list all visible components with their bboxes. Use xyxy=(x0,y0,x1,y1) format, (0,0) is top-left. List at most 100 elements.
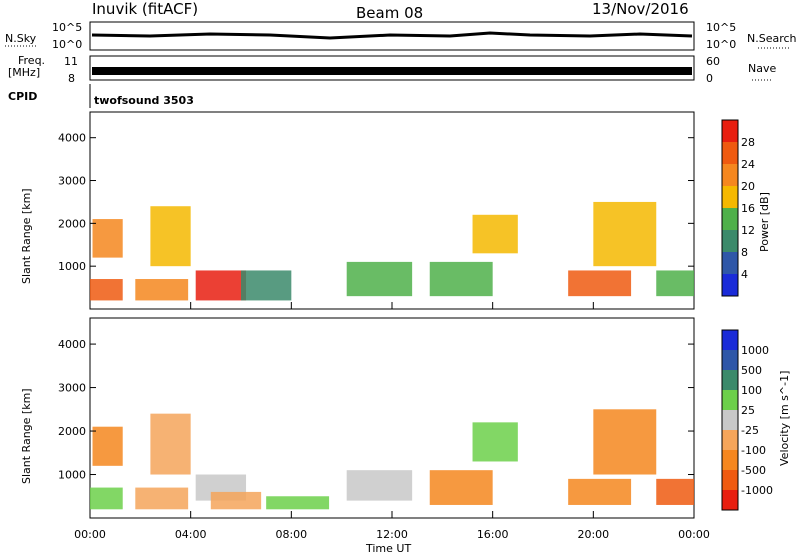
echo-region-1 xyxy=(92,219,123,258)
nsearch-label: N.Search xyxy=(747,32,797,45)
y-tick-label-1000: 1000 xyxy=(58,260,86,273)
station-title: Inuvik (fitACF) xyxy=(92,0,198,18)
colorbar-tick-3: 25 xyxy=(741,404,755,417)
colorbar-swatch-8 xyxy=(722,330,738,350)
colorbar-tick-0: 1000 xyxy=(741,344,769,357)
y-tick-label-2000: 2000 xyxy=(58,425,86,438)
time-axis-ticks: 00:00 04:00 08:00 12:00 16:00 20:00 00:00 xyxy=(74,302,710,541)
freq-unit: [MHz] xyxy=(8,66,40,79)
power-colorbar: 28 24 20 16 12 8 4 xyxy=(721,119,755,297)
colorbar-swatch-0 xyxy=(722,490,738,510)
colorbar-tick-4: -25 xyxy=(741,424,759,437)
echo-region-0 xyxy=(90,279,123,301)
colorbar-tick-1: 24 xyxy=(741,158,755,171)
power-panel-marks xyxy=(90,201,694,301)
y-tick-label-2000: 2000 xyxy=(58,217,86,230)
velocity-panel-marks xyxy=(90,409,694,510)
colorbar-tick-5: 8 xyxy=(741,246,748,259)
colorbar-swatch-5 xyxy=(722,164,738,186)
nave-tick-high: 60 xyxy=(706,55,720,68)
cpid-label: CPID xyxy=(8,90,37,103)
colorbar-swatch-1 xyxy=(722,252,738,274)
time-tick-label-3: 12:00 xyxy=(376,528,408,541)
colorbar-swatch-2 xyxy=(722,450,738,470)
velocity-colorbar: 1000 500 100 25 -25 -100 -500 -1000 xyxy=(721,329,773,511)
echo-region-3 xyxy=(150,206,191,267)
echo-region-12 xyxy=(656,478,694,505)
echo-region-10 xyxy=(568,478,632,505)
y-tick-label-3000: 3000 xyxy=(58,382,86,395)
echo-region-4 xyxy=(195,270,247,301)
time-tick-label-6: 00:00 xyxy=(678,528,710,541)
echo-region-8 xyxy=(429,470,493,505)
colorbar-tick-7: -1000 xyxy=(741,484,773,497)
nsky-tick-high: 10^5 xyxy=(52,21,82,34)
colorbar-frame xyxy=(721,119,739,297)
colorbar-tick-5: -100 xyxy=(741,444,766,457)
colorbar-swatch-3 xyxy=(722,430,738,450)
velocity-y-ticks: 1000 2000 3000 4000 xyxy=(58,338,694,482)
colorbar-tick-6: -500 xyxy=(741,464,766,477)
freq-tick-low: 8 xyxy=(68,72,75,85)
echo-region-6 xyxy=(266,496,330,510)
colorbar-swatch-1 xyxy=(722,470,738,490)
echo-region-1 xyxy=(92,426,123,466)
power-y-axis-label: Slant Range [km] xyxy=(20,188,33,284)
colorbar-swatch-4 xyxy=(722,410,738,430)
colorbar-swatch-6 xyxy=(722,370,738,390)
colorbar-tick-0: 28 xyxy=(741,136,755,149)
colorbar-tick-2: 20 xyxy=(741,180,755,193)
y-tick-label-4000: 4000 xyxy=(58,132,86,145)
colorbar-swatch-6 xyxy=(722,142,738,164)
power-y-ticks: 1000 2000 3000 4000 xyxy=(58,132,694,273)
freq-trace xyxy=(92,67,692,75)
colorbar-swatch-5 xyxy=(722,390,738,410)
colorbar-swatch-3 xyxy=(722,208,738,230)
echo-region-6 xyxy=(346,261,413,297)
freq-tick-high: 11 xyxy=(64,55,78,68)
nsearch-tick-low: 10^0 xyxy=(706,38,736,51)
beam-title: Beam 08 xyxy=(356,4,423,22)
velocity-y-axis-label: Slant Range [km] xyxy=(20,388,33,484)
colorbar-tick-4: 12 xyxy=(741,224,755,237)
freq-panel-frame xyxy=(89,55,695,81)
nsky-label: N.Sky xyxy=(5,32,37,45)
echo-region-11 xyxy=(656,270,694,297)
nsky-tick-low: 10^0 xyxy=(52,38,82,51)
colorbar-swatch-7 xyxy=(722,120,738,142)
power-colorbar-label: Power [dB] xyxy=(758,192,771,252)
echo-region-3 xyxy=(150,413,191,475)
echo-region-5 xyxy=(210,491,262,510)
echo-region-7 xyxy=(429,261,493,297)
velocity-colorbar-label: Velocity [m s^-1] xyxy=(778,371,791,466)
y-tick-label-4000: 4000 xyxy=(58,338,86,351)
colorbar-swatch-7 xyxy=(722,350,738,370)
echo-region-5 xyxy=(241,270,292,301)
time-tick-label-2: 08:00 xyxy=(275,528,307,541)
echo-region-9 xyxy=(568,270,632,297)
echo-region-10 xyxy=(593,201,657,267)
y-tick-label-3000: 3000 xyxy=(58,175,86,188)
echo-region-2 xyxy=(135,487,189,510)
y-tick-label-1000: 1000 xyxy=(58,469,86,482)
time-axis-label: Time UT xyxy=(365,542,411,554)
nave-label: Nave xyxy=(748,62,776,75)
colorbar-tick-1: 500 xyxy=(741,364,762,377)
time-tick-label-1: 04:00 xyxy=(175,528,207,541)
cpid-value: twofsound 3503 xyxy=(94,94,194,107)
echo-region-11 xyxy=(593,409,657,475)
time-tick-label-5: 20:00 xyxy=(577,528,609,541)
echo-region-7 xyxy=(346,470,413,501)
echo-region-8 xyxy=(472,214,518,254)
colorbar-frame xyxy=(721,329,739,511)
colorbar-tick-3: 16 xyxy=(741,202,755,215)
echo-region-9 xyxy=(472,422,518,462)
colorbar-swatch-4 xyxy=(722,186,738,208)
colorbar-tick-6: 4 xyxy=(741,268,748,281)
time-tick-label-0: 00:00 xyxy=(74,528,106,541)
colorbar-swatch-0 xyxy=(722,274,738,296)
colorbar-swatch-2 xyxy=(722,230,738,252)
freq-label: Freq. xyxy=(18,54,45,67)
nave-tick-low: 0 xyxy=(706,72,713,85)
